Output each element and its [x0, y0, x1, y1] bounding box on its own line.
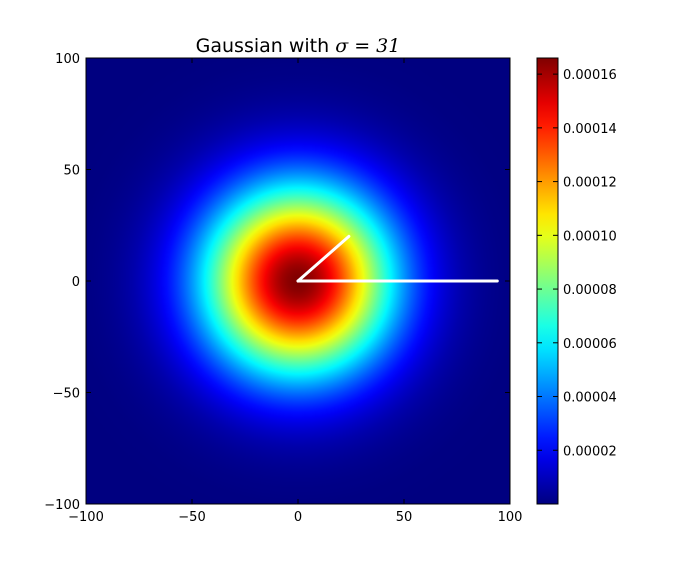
- colorbar-tick-label: 0.00006: [563, 337, 617, 352]
- colorbar-ticks: 0.00002 0.00004 0.00006 0.00008 0.00010 0.000…: [537, 68, 617, 459]
- colorbar-tick-label: 0.00008: [563, 283, 617, 298]
- y-tick-label: 0: [72, 275, 80, 290]
- y-tick-label: 100: [55, 52, 80, 67]
- x-axis-ticks: −100 −50 0 50 100: [68, 58, 522, 525]
- x-tick-label: 100: [498, 510, 523, 525]
- colorbar-tick-label: 0.00012: [563, 176, 617, 191]
- colorbar: [536, 57, 559, 505]
- x-tick-label: −50: [178, 510, 205, 525]
- plot-area: [86, 58, 510, 504]
- colorbar-tick-label: 0.00004: [563, 391, 617, 406]
- overlay-lines: [296, 234, 499, 283]
- overlay-line-1: [296, 234, 351, 283]
- x-tick-label: 0: [294, 510, 302, 525]
- y-tick-label: 50: [63, 164, 80, 179]
- colorbar-tick-label: 0.00010: [563, 229, 617, 244]
- chart-title-math: σ = 31: [335, 35, 400, 57]
- colorbar-tick-label: 0.00002: [563, 444, 617, 459]
- x-tick-label: 50: [396, 510, 413, 525]
- x-tick-label: −100: [68, 510, 104, 525]
- colorbar-tick-label: 0.00016: [563, 68, 617, 83]
- y-tick-label: −100: [44, 498, 80, 513]
- y-tick-label: −50: [53, 387, 80, 402]
- chart-title: Gaussian with σ = 31: [196, 35, 401, 57]
- chart-title-text: Gaussian with: [196, 35, 336, 57]
- y-axis-ticks: 100 50 0 −50 −100: [44, 52, 510, 513]
- colorbar-tick-label: 0.00014: [563, 122, 617, 137]
